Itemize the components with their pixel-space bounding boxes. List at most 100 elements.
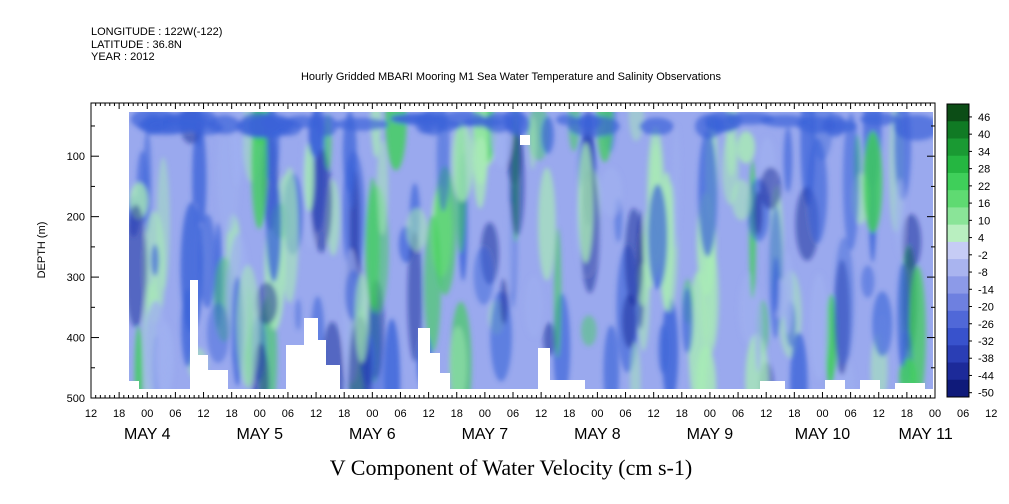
day-label: MAY 9 [687, 426, 734, 443]
field-patch [783, 127, 793, 193]
field-patch [543, 322, 556, 356]
field-patch [630, 342, 641, 398]
field-patch [790, 332, 808, 398]
colorbar-swatch [947, 138, 969, 157]
field-patch [809, 273, 829, 381]
y-tick-label: 200 [67, 212, 85, 224]
field-patch [442, 110, 486, 128]
field-patch [415, 112, 435, 134]
colorbar-swatch [947, 121, 969, 139]
field-patch [843, 112, 860, 251]
colorbar-swatch [947, 155, 969, 174]
field-patch [897, 263, 909, 367]
field-patch [209, 115, 241, 135]
field-patch [698, 129, 718, 257]
x-tick-label: 12 [422, 408, 434, 420]
x-tick-label: 12 [985, 408, 997, 420]
field-patch [236, 264, 260, 388]
colorbar-swatch [947, 345, 969, 364]
colorbar-swatch [947, 310, 969, 329]
y-tick-label: 500 [67, 393, 85, 405]
field-patch [248, 114, 294, 138]
field-patch [672, 125, 681, 237]
no-data-region [860, 380, 880, 398]
x-tick-label: 18 [226, 408, 238, 420]
no-data-region [550, 380, 585, 398]
field-patch [483, 112, 514, 133]
field-patch [207, 303, 230, 363]
field-patch [266, 173, 282, 282]
longitude-label: LONGITUDE : 122W(-122) [91, 26, 222, 38]
field-patch [707, 244, 716, 346]
colorbar-swatch [947, 362, 969, 381]
colorbar-label: 28 [978, 164, 990, 176]
x-tick-label: 18 [113, 408, 125, 420]
field-patch [174, 108, 217, 130]
x-tick-label: 18 [451, 408, 463, 420]
no-data-region [430, 353, 440, 398]
x-axis-title: V Component of Water Velocity (cm s-1) [330, 455, 692, 480]
colorbar-label: 10 [978, 215, 990, 227]
field-patch [704, 111, 742, 133]
field-patch [863, 131, 883, 233]
field-patch [578, 142, 594, 264]
colorbar-label: -26 [978, 319, 994, 331]
x-tick-label: 00 [591, 408, 603, 420]
no-data-region [825, 380, 845, 398]
day-label: MAY 8 [574, 426, 621, 443]
colorbar-swatch [947, 190, 969, 208]
x-tick-label: 18 [676, 408, 688, 420]
field-patch [304, 142, 315, 212]
day-label: MAY 5 [237, 426, 284, 443]
no-data-region [129, 381, 139, 398]
x-tick-label: 06 [282, 408, 294, 420]
field-patch [628, 103, 644, 142]
x-tick-label: 00 [254, 408, 266, 420]
field-patch [509, 130, 525, 236]
field-patch [144, 300, 168, 398]
field-patch [599, 167, 623, 218]
colorbar-label: 40 [978, 129, 990, 141]
field-patch [315, 115, 338, 137]
no-data-region [895, 383, 925, 398]
field-patch [538, 167, 556, 281]
x-tick-label: 00 [704, 408, 716, 420]
field-patch [500, 278, 509, 325]
colorbar-swatch [947, 259, 969, 277]
field-patch [872, 291, 893, 357]
field-patch [658, 324, 668, 374]
no-data-region [520, 135, 530, 145]
no-data-region [318, 340, 326, 398]
field-patch [354, 273, 369, 363]
field-patch [695, 345, 717, 398]
no-data-region [760, 381, 785, 398]
colorbar-swatch [947, 379, 969, 398]
colorbar-frame [946, 103, 970, 398]
x-tick-label: 12 [873, 408, 885, 420]
x-tick-label: 00 [816, 408, 828, 420]
colorbar-label: -50 [978, 388, 994, 400]
field-patch [295, 298, 302, 331]
field-patch [541, 116, 554, 154]
day-label: MAY 4 [124, 426, 171, 443]
field-patch [524, 275, 544, 338]
colorbar-swatch [947, 241, 969, 260]
field-patch [529, 116, 537, 170]
x-tick-label: 06 [844, 408, 856, 420]
x-tick-label: 18 [901, 408, 913, 420]
x-tick-label: 06 [619, 408, 631, 420]
day-label: MAY 7 [462, 426, 509, 443]
field-patch [737, 131, 756, 164]
field-patch [622, 294, 637, 348]
field-patch [424, 215, 442, 352]
field-patch [280, 167, 299, 303]
field-patch [823, 113, 846, 137]
colorbar-swatch [947, 224, 969, 243]
colorbar-label: 22 [978, 181, 990, 193]
colorbar-swatch [947, 276, 969, 295]
colorbar-label: 4 [978, 233, 984, 245]
colorbar-label: 16 [978, 198, 990, 210]
x-tick-label: 00 [479, 408, 491, 420]
x-tick-label: 12 [535, 408, 547, 420]
x-tick-label: 06 [732, 408, 744, 420]
